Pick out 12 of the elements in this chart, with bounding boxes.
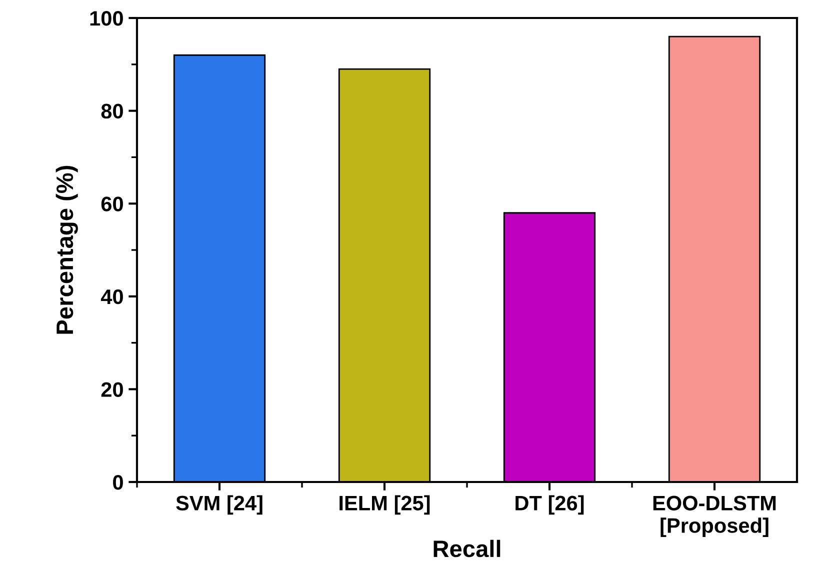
y-tick-label: 0 [113,475,123,490]
y-tick-label: 20 [101,382,123,397]
x-tick-label: SVM [24] [176,495,262,515]
y-tick-label: 80 [101,104,123,119]
y-tick-label: 60 [101,196,123,212]
y-axis-title: Percentage (%) [56,166,78,334]
x-tick-label: EOO-DLSTM [Proposed] [653,496,776,538]
y-tick-label: 100 [90,11,123,26]
x-tick-label: DT [26] [516,495,584,515]
y-tick-label: 40 [100,289,123,304]
x-axis-title: Recall [434,540,500,558]
x-tick-label: IELM [25] [340,495,430,515]
